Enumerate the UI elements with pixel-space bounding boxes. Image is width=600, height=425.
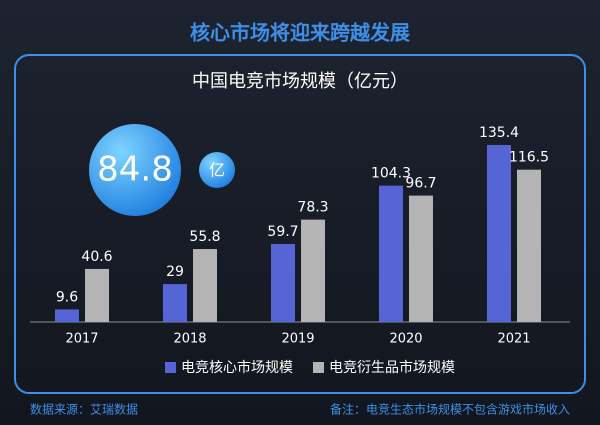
value-label: 135.4 <box>479 125 519 141</box>
x-tick-label: 2020 <box>389 332 422 347</box>
bar <box>271 243 295 322</box>
x-tick-label: 2019 <box>281 332 314 347</box>
bar <box>487 145 511 322</box>
legend-swatch <box>313 362 324 373</box>
bar <box>517 169 541 322</box>
chart-title: 核心市场将迎来跨越发展 <box>190 21 410 45</box>
bar <box>379 185 403 322</box>
x-tick-label: 2018 <box>173 332 206 347</box>
note: 备注：电竞生态市场规模不包含游戏市场收入 <box>330 402 570 417</box>
value-label: 116.5 <box>509 150 549 166</box>
bubble <box>89 124 181 216</box>
legend-swatch <box>165 362 176 373</box>
value-label: 96.7 <box>405 176 436 192</box>
value-label: 78.3 <box>297 200 328 216</box>
bar <box>301 219 325 322</box>
legend-label: 电竞衍生品市场规模 <box>329 359 455 376</box>
x-tick-label: 2021 <box>497 332 530 347</box>
panel <box>14 54 586 394</box>
value-label: 9.6 <box>56 289 78 305</box>
value-label: 55.8 <box>189 229 220 245</box>
bar <box>193 249 217 322</box>
value-label: 59.7 <box>267 224 298 240</box>
bubble-unit: 亿 <box>209 161 225 180</box>
bar <box>55 309 79 322</box>
value-label: 40.6 <box>81 249 112 265</box>
bubble-unit-circle <box>199 152 235 188</box>
bar <box>409 195 433 322</box>
value-label: 104.3 <box>371 166 411 182</box>
bar <box>163 284 187 322</box>
value-label: 29 <box>166 264 184 280</box>
x-tick-label: 2017 <box>65 332 98 347</box>
bubble-value: 84.8 <box>97 150 173 190</box>
source: 数据来源：艾瑞数据 <box>30 402 138 417</box>
legend-label: 电竞核心市场规模 <box>181 359 293 376</box>
chart-subtitle: 中国电竞市场规模（亿元） <box>192 71 408 92</box>
bar <box>85 268 109 322</box>
